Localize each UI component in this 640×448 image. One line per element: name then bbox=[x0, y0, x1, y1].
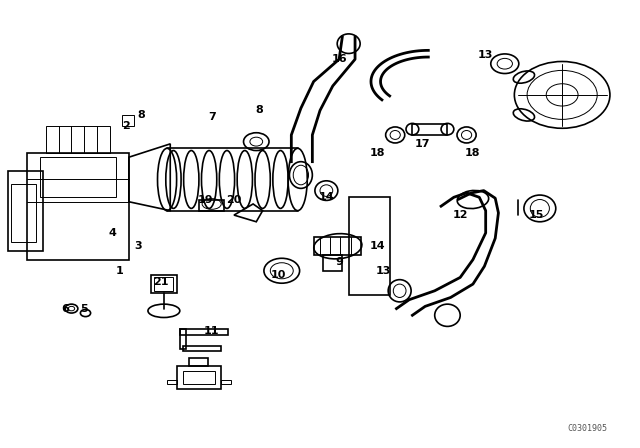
Bar bbox=[167, 380, 177, 384]
Bar bbox=[11, 184, 36, 242]
Bar bbox=[154, 277, 173, 291]
Bar bbox=[183, 346, 221, 351]
Text: 8: 8 bbox=[138, 110, 145, 120]
Text: 7: 7 bbox=[208, 112, 216, 122]
Bar bbox=[180, 329, 228, 335]
Text: 4: 4 bbox=[109, 228, 117, 238]
Bar bbox=[314, 237, 362, 255]
Bar bbox=[46, 126, 109, 153]
Bar bbox=[27, 153, 129, 260]
Text: 12: 12 bbox=[452, 210, 468, 220]
Bar bbox=[412, 124, 447, 135]
Text: 18: 18 bbox=[465, 148, 481, 158]
Text: 17: 17 bbox=[414, 139, 429, 149]
Text: C0301905: C0301905 bbox=[568, 424, 607, 433]
Text: 14: 14 bbox=[369, 241, 385, 251]
Bar bbox=[177, 366, 221, 389]
Text: 10: 10 bbox=[271, 270, 286, 280]
Text: 11: 11 bbox=[204, 326, 220, 336]
Text: 21: 21 bbox=[153, 277, 168, 287]
Bar bbox=[221, 380, 231, 384]
Text: 3: 3 bbox=[134, 241, 142, 251]
Bar bbox=[8, 171, 43, 251]
Text: 5: 5 bbox=[81, 304, 88, 314]
Bar bbox=[151, 275, 177, 293]
Bar bbox=[199, 199, 225, 211]
Text: 14: 14 bbox=[319, 192, 334, 202]
Bar bbox=[323, 255, 342, 271]
Text: 1: 1 bbox=[115, 266, 123, 276]
Text: 15: 15 bbox=[529, 210, 545, 220]
Bar bbox=[349, 197, 390, 295]
Bar bbox=[122, 115, 134, 126]
Text: 9: 9 bbox=[335, 257, 343, 267]
Text: 2: 2 bbox=[122, 121, 129, 131]
Text: 6: 6 bbox=[61, 304, 69, 314]
Text: 8: 8 bbox=[255, 105, 263, 116]
Text: 16: 16 bbox=[332, 54, 347, 64]
Bar bbox=[40, 157, 116, 197]
Text: 13: 13 bbox=[478, 50, 493, 60]
Text: 20: 20 bbox=[227, 194, 242, 205]
Text: 19: 19 bbox=[198, 194, 213, 205]
Bar bbox=[189, 358, 209, 366]
Text: 13: 13 bbox=[376, 266, 392, 276]
Bar bbox=[183, 371, 215, 384]
Bar bbox=[180, 329, 186, 349]
Text: 18: 18 bbox=[370, 148, 385, 158]
